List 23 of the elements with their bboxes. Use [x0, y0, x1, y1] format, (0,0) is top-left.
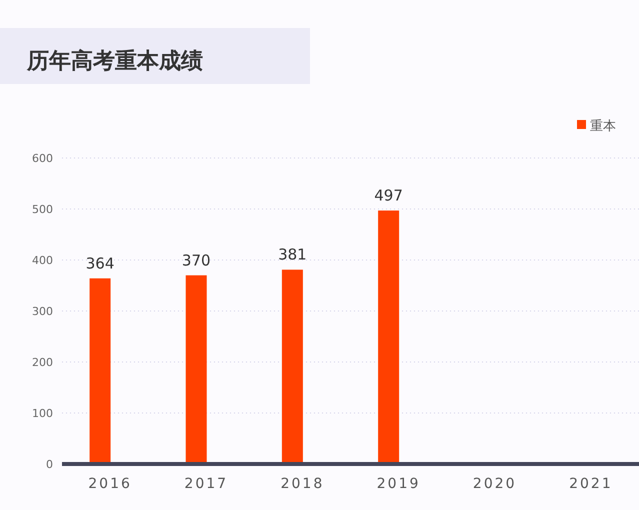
bar	[90, 278, 111, 464]
x-tick-label: 2020	[472, 476, 517, 492]
data-label: 370	[182, 251, 211, 270]
y-tick-label: 0	[46, 458, 53, 471]
bar	[282, 270, 303, 464]
y-tick-label: 400	[32, 254, 53, 267]
y-tick-label: 200	[32, 356, 53, 369]
x-tick-label: 2018	[280, 476, 324, 492]
data-label: 497	[374, 186, 403, 205]
data-label: 381	[278, 246, 307, 264]
chart-title: 历年高考重本成绩	[26, 48, 203, 74]
data-label: 364	[86, 254, 114, 272]
bar	[186, 275, 207, 464]
x-tick-label: 2019	[376, 476, 420, 492]
legend-label: 重本	[590, 119, 616, 134]
x-tick-label: 2016	[88, 476, 132, 492]
y-tick-label: 600	[32, 152, 53, 165]
y-tick-label: 100	[32, 407, 53, 420]
y-tick-label: 300	[32, 305, 53, 318]
y-tick-label: 500	[32, 203, 53, 216]
x-tick-label: 2021	[569, 476, 613, 492]
bar	[378, 210, 400, 464]
x-tick-label: 2017	[184, 476, 228, 492]
